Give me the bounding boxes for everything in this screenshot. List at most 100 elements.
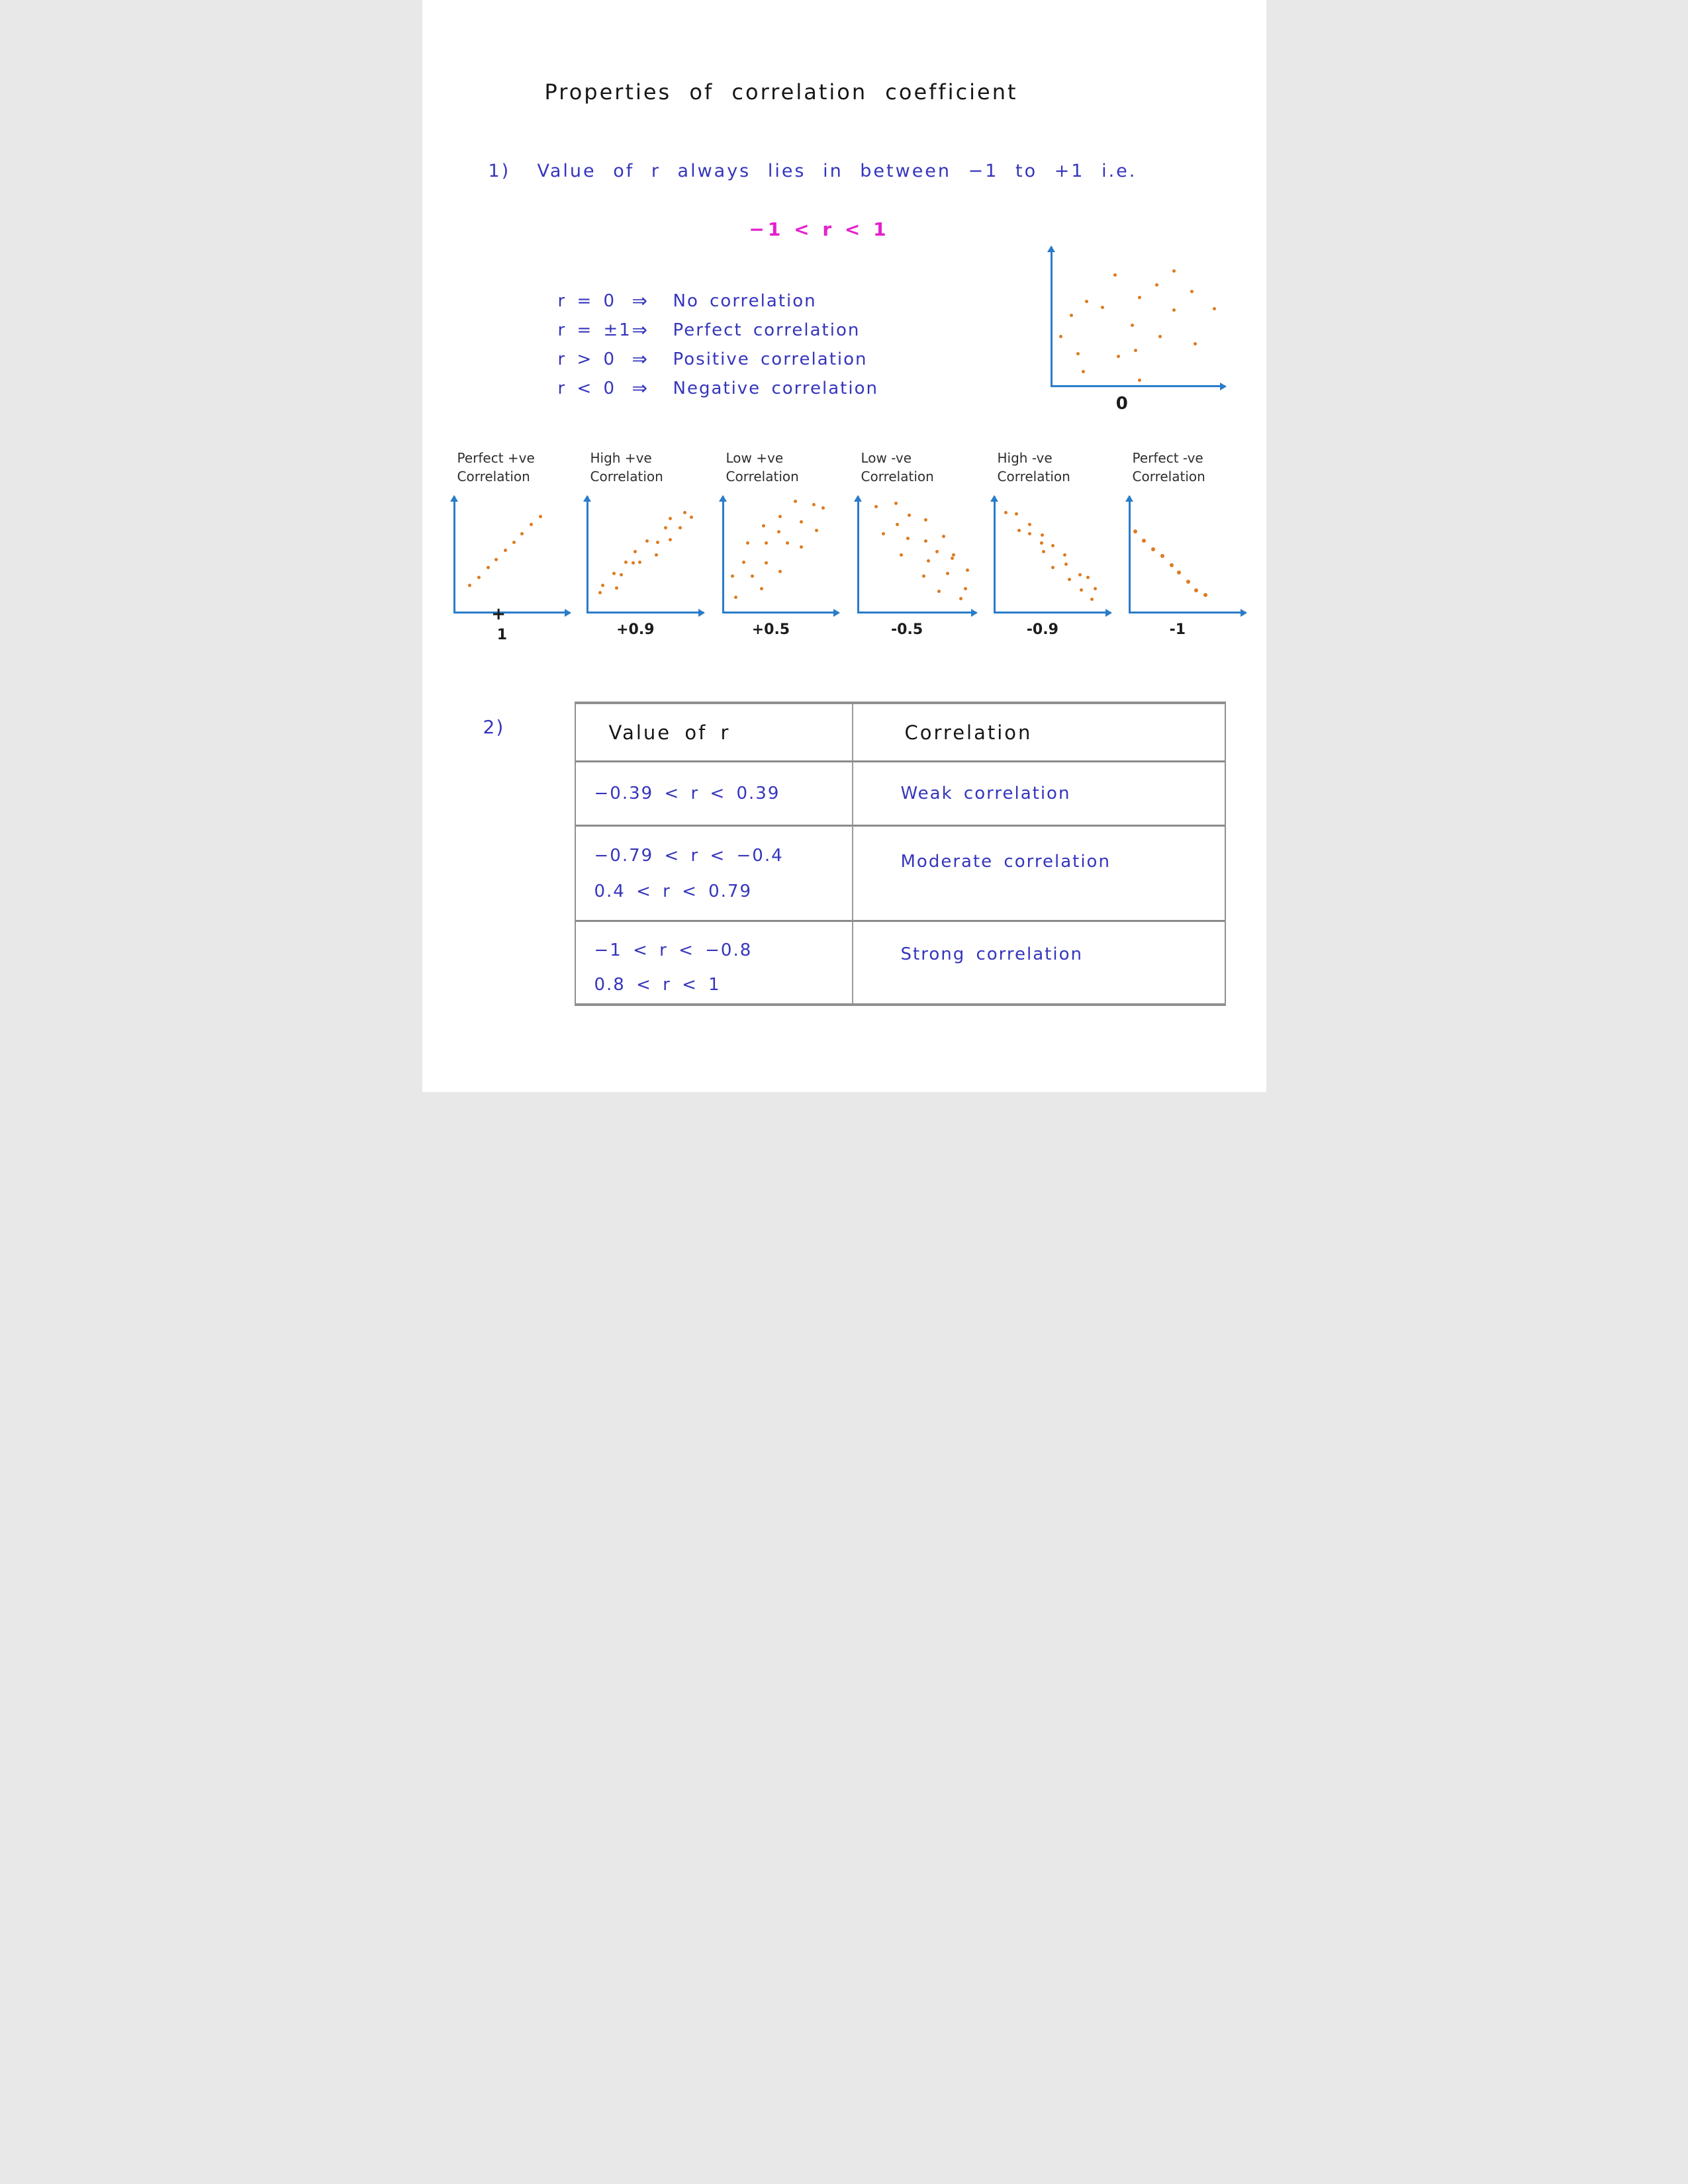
x-axis-label: -0.9 <box>1026 621 1058 638</box>
scatter-plot: +0.5 <box>722 496 839 638</box>
implies-arrow-icon: ⇒ <box>632 348 649 370</box>
x-axis <box>857 612 976 614</box>
data-point <box>486 566 490 570</box>
mini-chart-perfect-negative: Perfect -ve Correlation -1 <box>1128 449 1250 647</box>
y-axis <box>1050 247 1053 387</box>
data-point <box>1064 563 1068 567</box>
x-axis-label: 1 <box>496 627 508 643</box>
data-point <box>1085 300 1089 304</box>
correlation-label: Moderate correlation <box>900 852 1111 872</box>
data-point <box>1131 324 1135 328</box>
x-axis <box>1050 385 1225 387</box>
definition-lhs: r = 0 <box>557 291 616 311</box>
mini-chart-low-positive: Low +ve Correlation +0.5 <box>722 449 843 647</box>
data-point <box>631 561 635 565</box>
chart-title-line1: Perfect +ve <box>457 450 535 466</box>
data-point <box>1133 529 1138 534</box>
definition-lhs: r > 0 <box>557 349 616 369</box>
data-point <box>799 545 803 549</box>
data-point <box>896 522 900 526</box>
data-point <box>777 529 781 533</box>
data-point <box>778 569 782 573</box>
data-point <box>1042 549 1046 553</box>
data-point <box>1069 314 1073 318</box>
data-point <box>638 560 642 564</box>
data-point <box>959 596 962 600</box>
data-point <box>899 553 903 557</box>
definition-rhs: Perfect correlation <box>673 320 861 340</box>
x-axis-label: 0 <box>1115 394 1128 414</box>
y-axis <box>453 496 455 614</box>
data-point <box>1134 349 1138 353</box>
r-range: −0.79 < r < −0.4 <box>594 845 784 866</box>
r-range: −0.39 < r < 0.39 <box>594 784 780 803</box>
data-point <box>477 575 481 579</box>
data-point <box>937 589 941 593</box>
table-header-value-of-r: Value of r <box>576 704 852 760</box>
data-point <box>814 528 818 532</box>
data-point <box>1068 578 1072 582</box>
data-point <box>1113 273 1117 277</box>
data-point <box>1203 592 1208 597</box>
data-point <box>1078 573 1082 577</box>
data-point <box>793 499 797 503</box>
data-point <box>1027 532 1031 536</box>
chart-title: High +ve Correlation <box>586 449 708 486</box>
data-point <box>1150 547 1155 551</box>
data-point <box>927 559 930 563</box>
data-point <box>520 532 524 536</box>
data-point <box>745 541 749 545</box>
data-point <box>908 513 912 517</box>
x-axis-label: +0.5 <box>751 621 790 638</box>
x-axis <box>993 612 1111 614</box>
no-correlation-scatter-plot: 0 <box>1050 247 1225 414</box>
data-point <box>1051 566 1055 570</box>
x-axis <box>722 612 839 614</box>
page-title: Properties of correlation coefficient <box>544 79 1018 105</box>
data-point <box>812 502 816 506</box>
chart-title-line1: Perfect -ve <box>1132 450 1203 466</box>
data-point <box>1176 570 1181 575</box>
definition-row: r = 0 ⇒ No correlation <box>558 287 878 316</box>
data-point <box>1116 354 1120 358</box>
definition-lhs: r = ±1 <box>557 320 632 340</box>
mini-chart-perfect-positive: Perfect +ve Correlation + 1 <box>453 449 574 647</box>
correlation-label: Strong correlation <box>900 944 1083 964</box>
data-point <box>682 511 686 515</box>
chart-title-line1: High -ve <box>997 450 1053 466</box>
data-point <box>764 541 768 545</box>
definition-rhs: Positive correlation <box>673 349 868 369</box>
data-point <box>1158 335 1162 339</box>
data-point <box>881 532 885 536</box>
data-point <box>690 516 694 520</box>
y-axis <box>586 496 588 614</box>
chart-title: Perfect -ve Correlation <box>1129 449 1250 486</box>
data-point <box>678 526 682 530</box>
chart-title: Low -ve Correlation <box>857 449 980 486</box>
scatter-plot: -0.5 <box>857 496 976 638</box>
data-point <box>612 572 616 576</box>
x-axis <box>453 612 570 614</box>
scatter-plot: -0.9 <box>993 496 1111 638</box>
data-point <box>1186 580 1190 584</box>
data-point <box>1172 269 1176 273</box>
data-point <box>620 573 624 577</box>
data-point <box>467 584 471 588</box>
chart-title: Low +ve Correlation <box>722 449 843 486</box>
implies-arrow-icon: ⇒ <box>632 377 649 399</box>
data-point <box>1082 370 1086 374</box>
chart-title-line2: Correlation <box>726 469 799 484</box>
r-range: 0.8 < r < 1 <box>594 974 721 995</box>
chart-title: High -ve Correlation <box>994 449 1115 486</box>
table-row-moderate-label: Moderate correlation <box>851 825 1225 920</box>
r-definitions-list: r = 0 ⇒ No correlation r = ±1 ⇒ Perfect … <box>558 287 878 403</box>
chart-title-line2: Correlation <box>1132 469 1205 484</box>
data-point <box>942 534 946 538</box>
x-axis <box>586 612 704 614</box>
data-point <box>963 587 967 591</box>
correlation-label: Weak correlation <box>900 784 1071 803</box>
data-point <box>951 553 955 557</box>
data-point <box>598 590 602 594</box>
data-point <box>951 557 954 561</box>
data-point <box>1079 588 1083 592</box>
